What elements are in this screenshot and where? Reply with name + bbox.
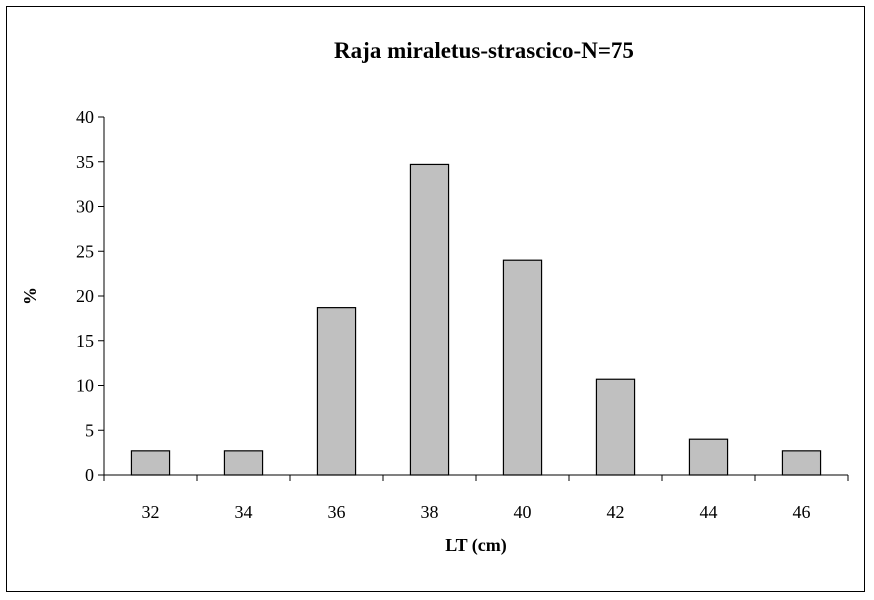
y-tick-label: 0 <box>85 465 94 485</box>
x-tick-label: 36 <box>328 502 346 522</box>
y-axis-title: % <box>20 287 40 305</box>
y-tick-label: 10 <box>76 376 94 396</box>
bar-32 <box>130 450 171 476</box>
x-tick-label: 34 <box>235 502 253 522</box>
x-tick-label: 40 <box>514 502 532 522</box>
bar-46 <box>781 450 822 476</box>
y-tick-label: 5 <box>85 420 94 440</box>
bar-38 <box>409 163 450 476</box>
y-tick-label: 30 <box>76 197 94 217</box>
bar-34 <box>223 450 264 476</box>
y-axis: 0 5 10 15 20 25 30 35 40 <box>76 107 105 485</box>
bars-group <box>130 163 822 476</box>
x-tick-label: 46 <box>793 502 811 522</box>
y-tick-label: 25 <box>76 241 94 261</box>
x-axis-title: LT (cm) <box>445 535 507 556</box>
x-tick-label: 44 <box>700 502 718 522</box>
x-axis: 32 34 36 38 40 42 44 46 <box>103 474 849 522</box>
y-tick-label: 40 <box>76 107 94 127</box>
chart-title: Raja miraletus-strascico-N=75 <box>334 38 634 63</box>
y-tick-label: 15 <box>76 331 94 351</box>
x-tick-label: 42 <box>607 502 625 522</box>
y-tick-label: 35 <box>76 152 94 172</box>
x-tick-label: 32 <box>142 502 160 522</box>
bar-36 <box>316 307 357 476</box>
bar-40 <box>502 259 543 476</box>
y-tick-label: 20 <box>76 286 94 306</box>
bar-44 <box>688 438 729 476</box>
x-tick-label: 38 <box>421 502 439 522</box>
bar-42 <box>595 378 636 476</box>
